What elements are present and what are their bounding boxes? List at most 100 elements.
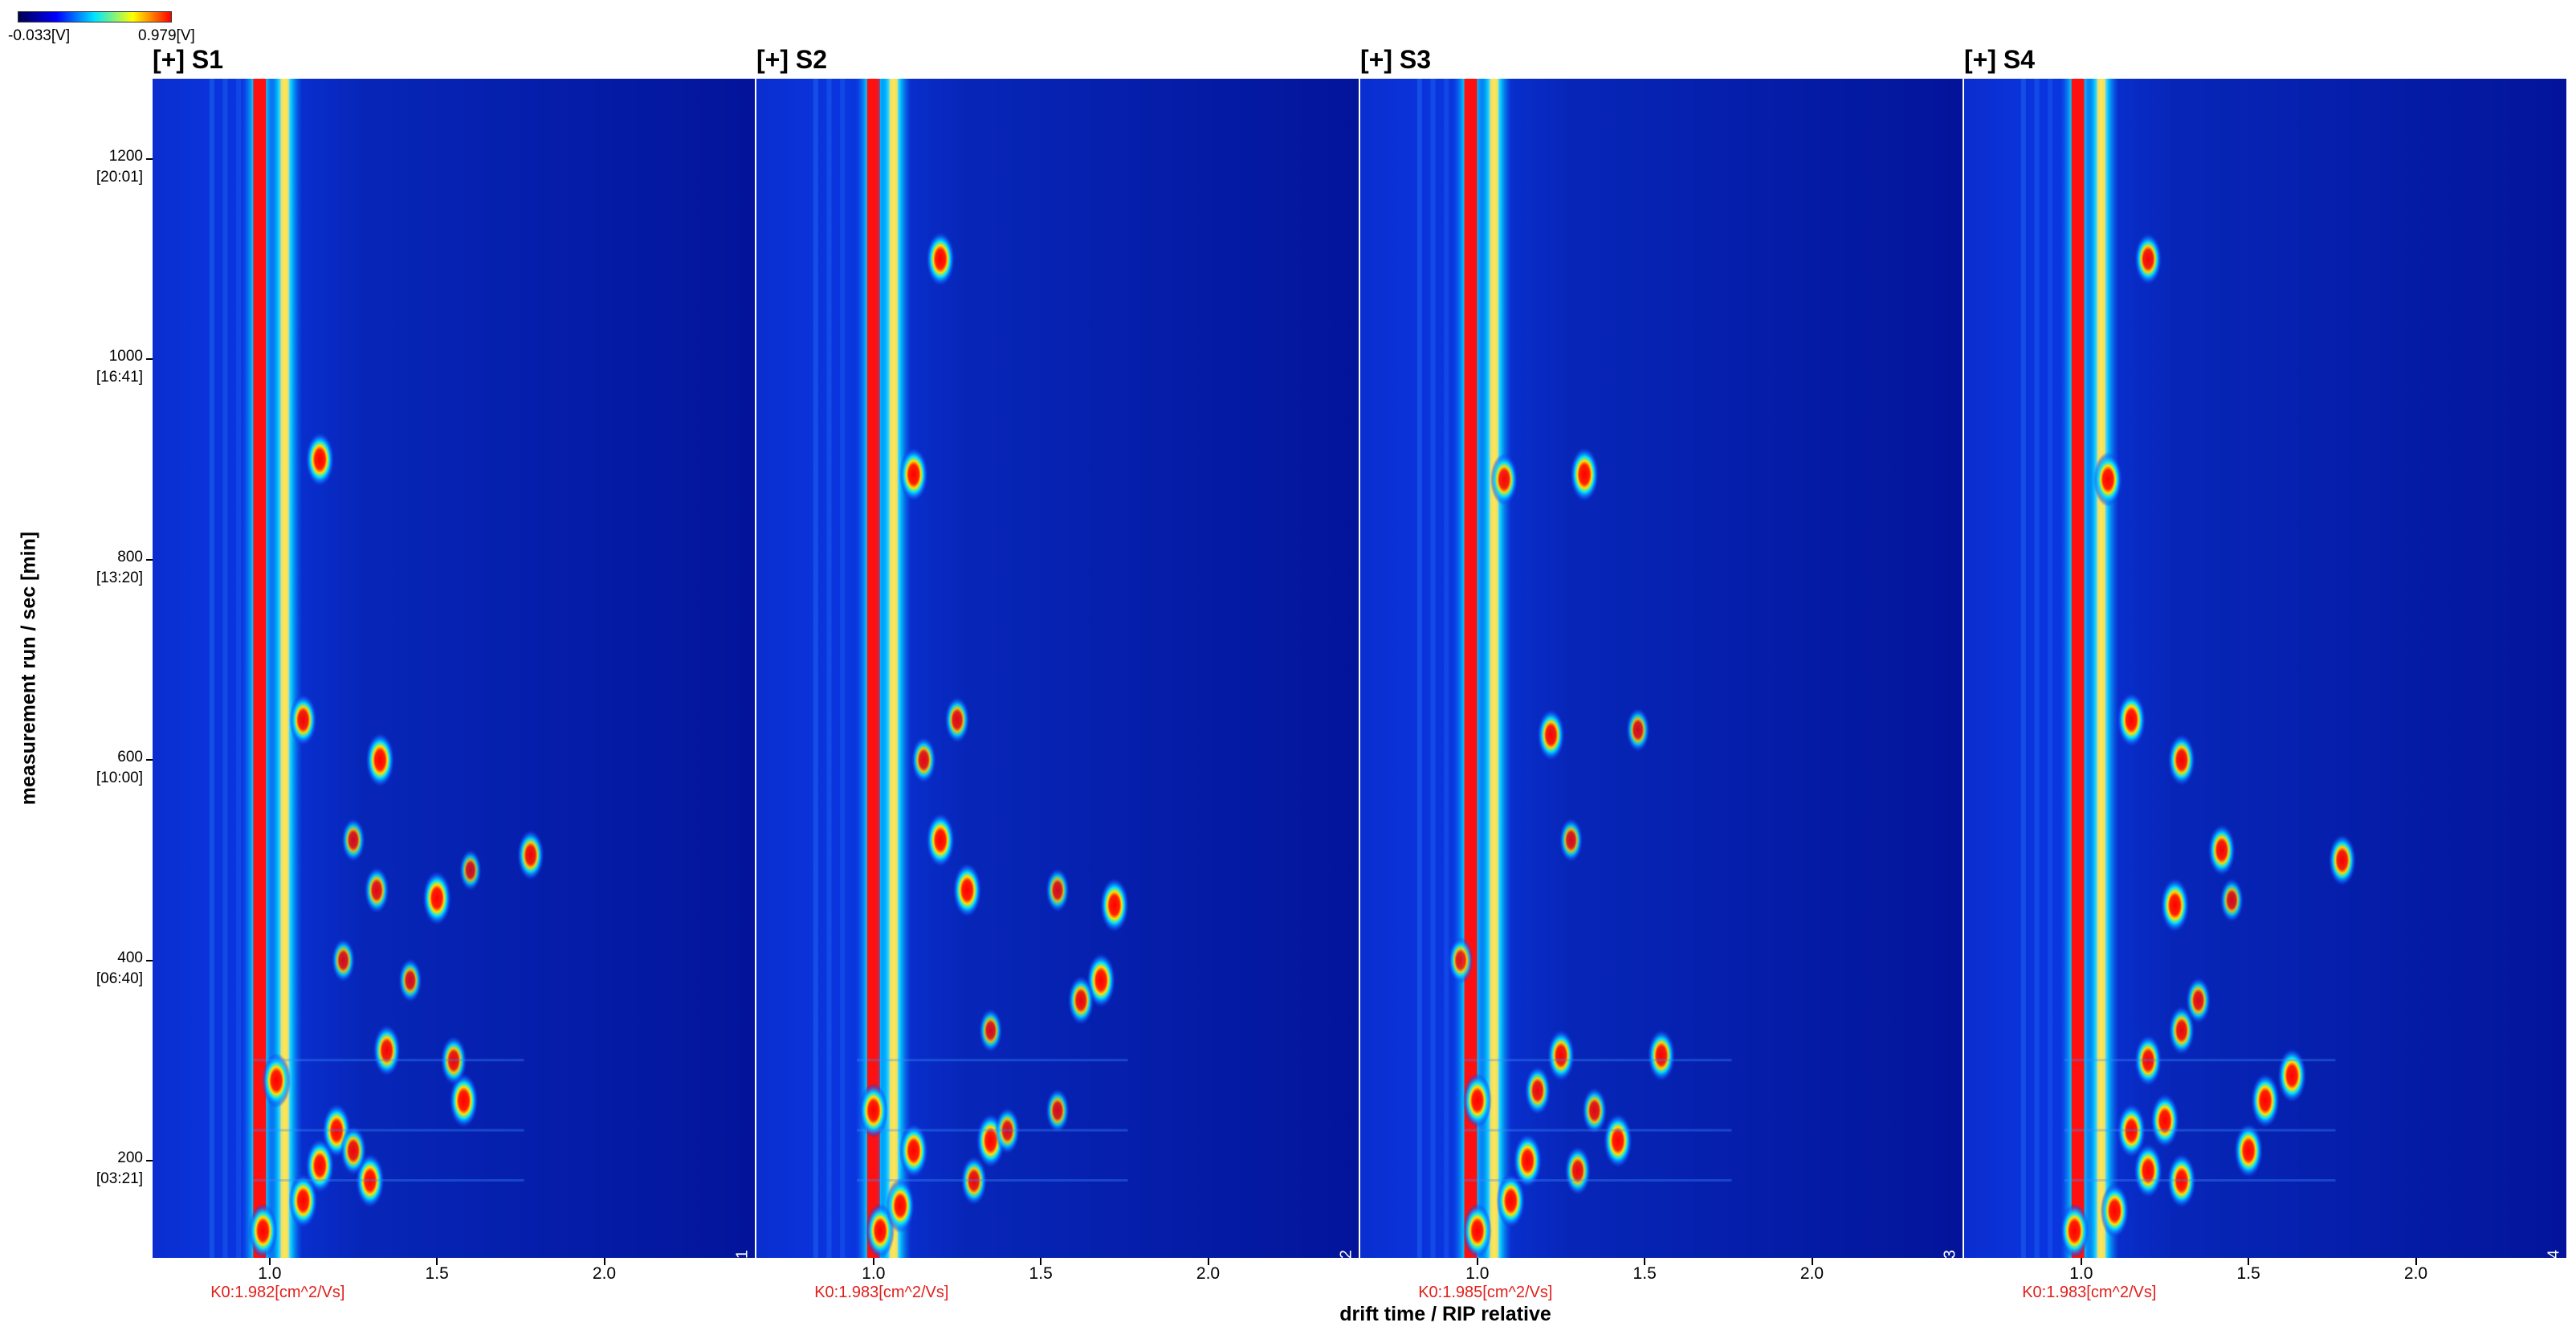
horizontal-band [253,1129,524,1132]
signal-spot [2277,1048,2307,1104]
signal-spot [1067,975,1094,1026]
signal-spot [262,1053,291,1108]
x-tick-label: 1.0 [862,1264,886,1283]
colorbar [18,11,172,22]
rip-line [1490,79,1498,1258]
x-tick-label: 1.0 [1465,1264,1490,1283]
panel-title-4: [+] S4 [1964,45,2036,74]
signal-spot [2093,451,2123,507]
y-tick-label: 800 [117,548,143,565]
background-streak [1416,79,1422,1258]
rip-line [253,79,267,1258]
panel-title-1: [+] S1 [153,45,224,74]
y-tick-label: 1200 [108,147,143,165]
panel-vertical-tag: [+]S1 [733,1250,752,1258]
horizontal-band [1461,1178,1732,1182]
x-tick-mark [2248,1258,2250,1265]
background-streak [840,79,846,1258]
signal-spot [1045,867,1070,912]
signal-spot [2167,733,2196,786]
signal-spot [2234,1123,2264,1178]
signal-spot [340,1125,367,1176]
y-axis-label: measurement run / sec [min] [17,531,40,806]
x-tick-label: 1.5 [1029,1264,1053,1283]
horizontal-band [1461,1059,1732,1062]
signal-spot [373,1024,401,1077]
signal-spot [911,736,936,784]
background-streak [1430,79,1436,1258]
k0-label: K0:1.985[cm^2/Vs] [1418,1284,1553,1301]
signal-spot [1564,1145,1592,1196]
signal-spot [1086,953,1116,1008]
x-tick-mark [1040,1258,1042,1265]
y-tick-time-label: [20:01] [96,168,143,186]
signal-spot [1524,1065,1551,1116]
x-tick-label: 2.0 [592,1264,617,1283]
signal-spot [2134,1143,2163,1198]
signal-spot [858,1083,888,1138]
signal-spot [1559,818,1584,863]
heatmap-panel-3: [+]S3 [1360,79,1963,1258]
signal-spot [1045,1088,1070,1133]
signal-spot [926,231,956,287]
heatmap-svg-4 [1964,79,2566,1258]
rip-line [889,79,898,1258]
signal-spot [459,849,482,892]
heatmap-panel-1: [+]S1 [153,79,755,1258]
k0-label: K0:1.983[cm^2/Vs] [2022,1284,2157,1301]
background-streak [1444,79,1449,1258]
signal-spot [449,1073,479,1129]
signal-spot [2060,1203,2089,1258]
y-tick-time-label: [06:40] [96,970,143,987]
y-tick-label: 600 [117,749,143,766]
horizontal-band [1461,1129,1732,1132]
y-tick-mark [146,157,154,160]
x-axis-label: drift time / RIP relative [1339,1303,1551,1325]
signal-spot [2251,1073,2280,1129]
signal-spot [1582,1087,1608,1134]
signal-spot [1462,1073,1492,1129]
signal-spot [1603,1113,1632,1169]
rip-line [2097,79,2105,1258]
x-tick-label: 1.5 [425,1264,449,1283]
horizontal-band [2064,1129,2336,1132]
signal-spot [289,693,317,746]
signal-spot [960,1156,988,1206]
signal-spot [944,696,970,744]
signal-spot [2150,1093,2179,1149]
x-tick-label: 1.5 [2236,1264,2260,1283]
x-tick-mark [1476,1258,1478,1265]
x-tick-label: 2.0 [1800,1264,1824,1283]
horizontal-band [857,1059,1128,1062]
x-tick-label: 2.0 [2403,1264,2428,1283]
signal-spot [1647,1029,1676,1082]
signal-spot [1626,708,1650,753]
signal-spot [331,937,356,983]
background-streak [2020,79,2026,1258]
horizontal-band [857,1178,1128,1182]
signal-spot [994,1107,1021,1154]
y-tick-mark [146,1160,154,1162]
horizontal-band [857,1129,1128,1132]
signal-spot [364,867,389,914]
y-tick-time-label: [13:20] [96,569,143,586]
panel-title-2: [+] S2 [756,45,828,74]
rip-line [280,79,289,1258]
y-tick-mark [146,759,154,761]
background-streak [2048,79,2053,1258]
heatmap-background [756,79,1359,1258]
signal-spot [517,830,544,881]
signal-spot [952,863,982,918]
signal-spot [248,1203,278,1258]
y-tick-time-label: [03:21] [96,1170,143,1188]
background-streak [209,79,214,1258]
heatmap-panel-2: [+]S2 [756,79,1359,1258]
x-tick-mark [1811,1258,1813,1265]
signal-spot [2166,1153,2196,1208]
heatmap-panel-4: [+]S4 [1964,79,2566,1258]
signal-spot [2219,878,2244,923]
background-streak [826,79,832,1258]
y-tick-mark [146,558,154,561]
x-tick-label: 1.0 [2069,1264,2093,1283]
